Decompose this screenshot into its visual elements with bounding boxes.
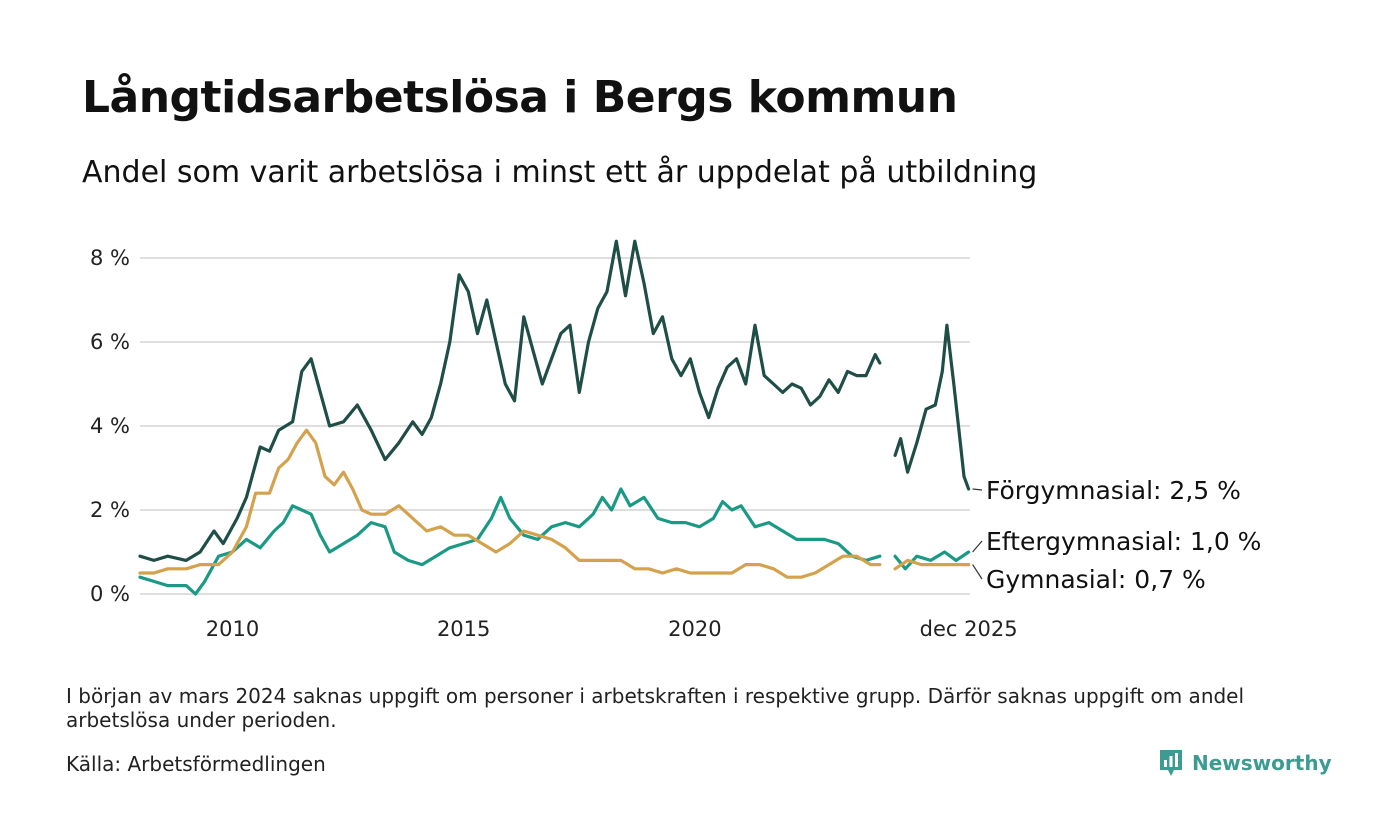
newsworthy-logo: Newsworthy	[1158, 748, 1332, 778]
y-tick-label: 4 %	[90, 414, 130, 438]
series-line-gymnasial-before-gap	[138, 428, 882, 579]
y-tick-label: 0 %	[90, 582, 130, 606]
brand-name: Newsworthy	[1192, 751, 1332, 775]
x-tick-label: 2010	[206, 617, 259, 641]
y-tick-label: 2 %	[90, 498, 130, 522]
end-label-forgymnasial: Förgymnasial: 2,5 %	[986, 476, 1241, 505]
end-label-leader	[972, 488, 983, 491]
series-line-forgymnasial-before-gap	[138, 239, 882, 562]
end-label-leader	[972, 564, 983, 580]
series-lines	[138, 239, 971, 596]
y-axis-ticks: 0 % 2 % 4 % 6 % 8 %	[90, 246, 130, 606]
series-line-forgymnasial-after-gap	[893, 323, 971, 491]
chart-title: Långtidsarbetslösa i Bergs kommun	[82, 72, 958, 123]
x-axis-ticks: 2010 2015 2020 dec 2025	[206, 617, 1018, 641]
source-note: Källa: Arbetsförmedlingen	[66, 752, 326, 776]
gridlines	[140, 257, 970, 595]
end-label-leader	[972, 540, 983, 553]
chart-subtitle: Andel som varit arbetslösa i minst ett å…	[82, 155, 1038, 190]
series-line-gymnasial-after-gap	[893, 558, 971, 571]
x-tick-label: dec 2025	[920, 617, 1018, 641]
y-tick-label: 8 %	[90, 246, 130, 270]
end-label-gymnasial: Gymnasial: 0,7 %	[986, 565, 1206, 594]
series-line-eftergymnasial-after-gap	[893, 550, 971, 571]
y-tick-label: 6 %	[90, 330, 130, 354]
end-label-eftergymnasial: Eftergymnasial: 1,0 %	[986, 527, 1261, 556]
series-line-eftergymnasial-before-gap	[138, 487, 882, 596]
x-tick-label: 2020	[668, 617, 721, 641]
newsworthy-logo-icon	[1160, 750, 1182, 776]
end-labels: Förgymnasial: 2,5 % Eftergymnasial: 1,0 %…	[972, 476, 1261, 594]
footnote: I början av mars 2024 saknas uppgift om …	[66, 684, 1245, 732]
x-tick-label: 2015	[437, 617, 490, 641]
